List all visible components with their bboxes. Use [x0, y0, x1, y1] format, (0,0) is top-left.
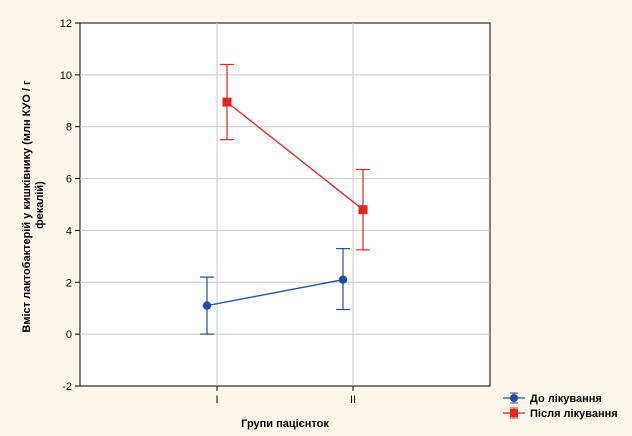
data-point — [202, 301, 212, 310]
y-axis-ticks: -2 0 2 4 6 8 10 12 — [60, 18, 80, 393]
y-tick-label: 10 — [60, 70, 72, 82]
series-line — [226, 101, 364, 211]
legend: До лікування Після лікування — [503, 392, 618, 420]
data-point — [358, 205, 368, 215]
legend-marker-icon — [510, 409, 518, 417]
y-axis-title: Вміст лактобактерій у кишківнику (млн КУ… — [21, 77, 46, 333]
y-tick-label: 6 — [66, 174, 72, 186]
y-tick-label: 0 — [66, 329, 72, 341]
series-2 — [220, 63, 370, 251]
plot-area — [79, 22, 491, 387]
y-tick-label: 4 — [66, 225, 72, 237]
svg-text:Вміст лактобактерій у кишківни: Вміст лактобактерій у кишківнику (млн КУ… — [21, 77, 46, 332]
series-1 — [200, 247, 350, 335]
y-axis-title-line-1: Вміст лактобактерій у кишківнику (млн КУ… — [21, 80, 33, 333]
legend-item-1: До лікування — [503, 392, 602, 405]
x-axis-title: Групи пацієнток — [241, 418, 329, 430]
x-axis-ticks: I II — [215, 386, 356, 406]
series-layer — [200, 63, 370, 335]
x-tick-label: II — [350, 394, 356, 406]
y-tick-label: 12 — [60, 18, 72, 30]
legend-label: До лікування — [530, 393, 602, 405]
grid — [80, 23, 490, 386]
x-tick-label: I — [215, 394, 218, 406]
series-line — [206, 279, 344, 307]
data-point — [222, 97, 232, 107]
y-axis-title-line-2: фекалій) — [34, 181, 46, 229]
legend-item-2: Після лікування — [503, 407, 618, 420]
legend-label: Після лікування — [530, 408, 618, 420]
legend-marker-icon — [510, 394, 518, 402]
y-tick-label: -2 — [62, 381, 72, 393]
data-point — [338, 275, 348, 284]
y-tick-label: 2 — [66, 277, 72, 289]
y-tick-label: 8 — [66, 122, 72, 134]
